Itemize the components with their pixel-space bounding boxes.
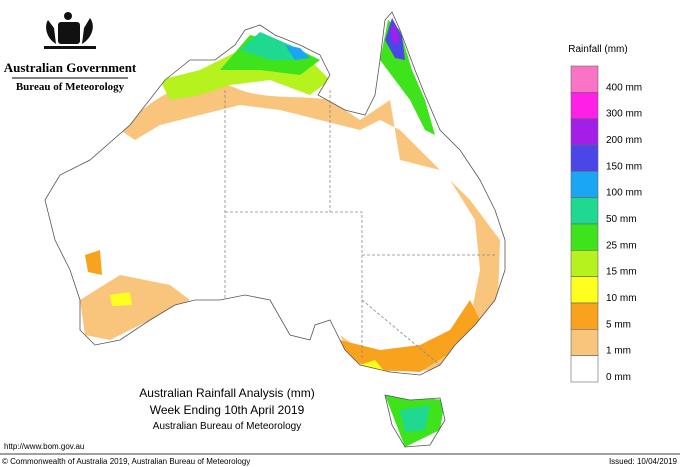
- bureau-name: Bureau of Meteorology: [16, 81, 125, 93]
- legend-label: 50 mm: [606, 214, 637, 225]
- legend-swatch: [570, 144, 599, 172]
- legend-label: 15 mm: [606, 267, 637, 278]
- legend-label: 25 mm: [606, 240, 637, 251]
- map-source: Australian Bureau of Meteorology: [153, 421, 301, 432]
- legend-label: 100 mm: [606, 188, 642, 199]
- legend-label: 10 mm: [606, 293, 637, 304]
- coat-of-arms: [44, 12, 96, 49]
- legend-label: 300 mm: [606, 109, 642, 120]
- legend-swatch: [570, 329, 599, 356]
- legend-label: 0 mm: [606, 372, 631, 383]
- legend-label: 1 mm: [606, 346, 631, 357]
- legend-label: 5 mm: [606, 319, 631, 330]
- footer-url: http://www.bom.gov.au: [4, 442, 84, 451]
- government-name: Australian Government: [4, 60, 137, 75]
- legend-swatch: [570, 118, 599, 146]
- legend-swatch: [570, 302, 599, 330]
- legend-swatch: [570, 65, 599, 93]
- map-title: Australian Rainfall Analysis (mm): [139, 386, 314, 400]
- legend-swatch: [570, 92, 599, 119]
- legend-label: 400 mm: [606, 82, 642, 93]
- legend: 400 mm 300 mm 200 mm 150 mm 100 mm 50 mm 25 mm…: [570, 65, 642, 383]
- legend-swatch: [570, 355, 599, 383]
- legend-label: 200 mm: [606, 135, 642, 146]
- legend-title: Rainfall (mm): [568, 44, 627, 55]
- state-borders: [224, 90, 497, 366]
- legend-swatch: [570, 197, 599, 225]
- legend-swatch: [570, 250, 599, 277]
- copyright: © Commonwealth of Australia 2019, Austra…: [2, 457, 250, 466]
- legend-swatch: [570, 223, 599, 251]
- legend-swatch: [570, 171, 599, 198]
- issued-date: Issued: 10/04/2019: [609, 457, 678, 466]
- map-subtitle: Week Ending 10th April 2019: [150, 403, 305, 417]
- coastline: [44, 11, 506, 448]
- legend-label: 150 mm: [606, 161, 642, 172]
- legend-swatch: [570, 276, 599, 304]
